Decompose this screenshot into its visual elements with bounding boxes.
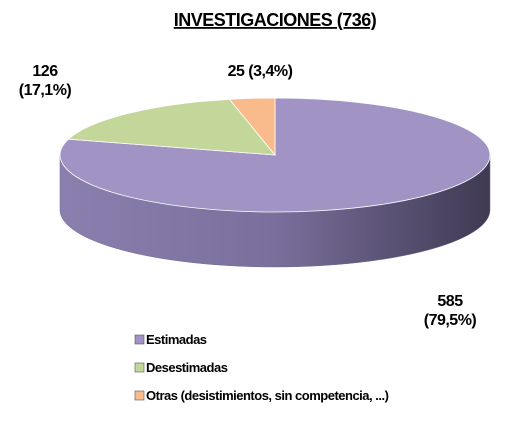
- chart-title: INVESTIGACIONES (736): [174, 10, 377, 30]
- legend-item: Estimadas: [134, 332, 207, 347]
- legend-swatch: [134, 390, 145, 401]
- data-label: 585 (79,5%): [423, 293, 477, 329]
- data-label: 126 (17,1%): [18, 63, 72, 99]
- data-label: 25 (3,4%): [227, 63, 293, 80]
- legend-swatch: [134, 334, 145, 345]
- pie-slice: [59, 97, 491, 213]
- legend-label: Desestimadas: [146, 360, 228, 375]
- pie-slice: [67, 98, 276, 156]
- legend-label: Estimadas: [146, 332, 207, 347]
- legend-label: Otras (desistimientos, sin competencia, …: [146, 388, 389, 403]
- legend-item: Otras (desistimientos, sin competencia, …: [134, 388, 389, 403]
- pie-slice: [228, 97, 276, 157]
- legend-item: Desestimadas: [134, 360, 228, 375]
- legend-swatch: [134, 362, 145, 373]
